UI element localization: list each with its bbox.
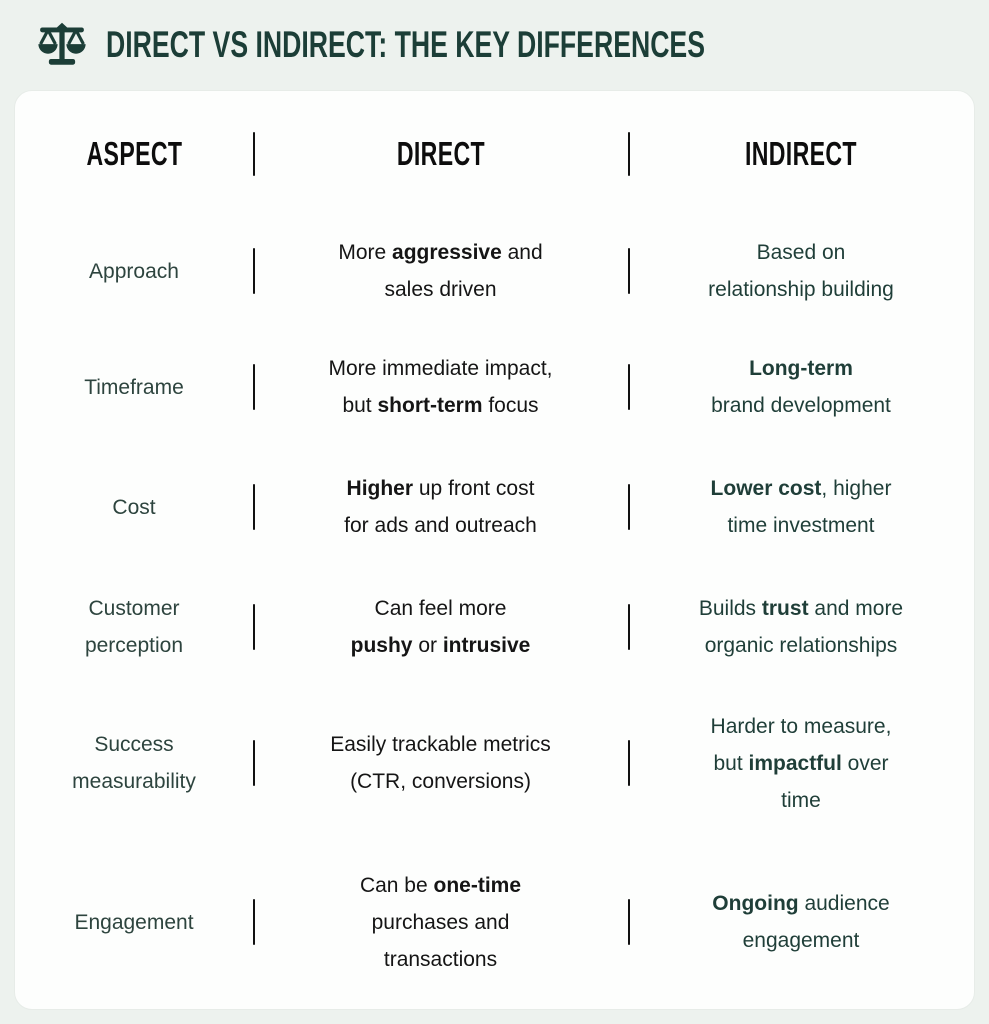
table-row-approach: Approach More aggressive and sales driven… bbox=[15, 215, 974, 327]
column-header-indirect: INDIRECT bbox=[745, 135, 857, 172]
column-divider bbox=[628, 484, 630, 530]
column-header-direct: DIRECT bbox=[396, 135, 485, 172]
direct-value: Can feel more pushy or intrusive bbox=[350, 597, 531, 657]
column-divider bbox=[253, 740, 255, 786]
direct-value: More immediate impact, but short-term foc… bbox=[328, 357, 553, 417]
indirect-value: Harder to measure, but impactful over time bbox=[710, 714, 892, 812]
aspect-label: Success measurability bbox=[72, 733, 196, 793]
aspect-label: Timeframe bbox=[84, 375, 184, 399]
table-row-customer-perception: Customer perception Can feel more pushy or… bbox=[15, 567, 974, 687]
column-divider bbox=[253, 604, 255, 650]
column-divider bbox=[628, 740, 630, 786]
comparison-card: ASPECT DIRECT INDIRECT Approach More agg… bbox=[14, 90, 975, 1010]
table-header-row: ASPECT DIRECT INDIRECT bbox=[15, 93, 974, 215]
indirect-value: Ongoing audience engagement bbox=[712, 892, 890, 952]
column-divider bbox=[628, 604, 630, 650]
aspect-label: Engagement bbox=[74, 910, 194, 934]
column-divider bbox=[628, 248, 630, 294]
indirect-value: Long-term brand development bbox=[711, 357, 891, 417]
table-row-timeframe: Timeframe More immediate impact, but shor… bbox=[15, 327, 974, 447]
column-divider bbox=[253, 248, 255, 294]
column-header-aspect: ASPECT bbox=[86, 135, 182, 172]
column-divider bbox=[628, 899, 630, 945]
aspect-label: Customer perception bbox=[84, 597, 184, 657]
table-row-engagement: Engagement Can be one-time purchases and t… bbox=[15, 839, 974, 1005]
aspect-label: Cost bbox=[112, 495, 156, 519]
page-header: Direct vs Indirect: The key differences bbox=[0, 0, 989, 76]
indirect-value: Builds trust and more organic relationshi… bbox=[698, 597, 904, 657]
direct-value: Easily trackable metrics (CTR, conversion… bbox=[330, 733, 551, 793]
aspect-label: Approach bbox=[89, 259, 179, 283]
column-divider bbox=[628, 364, 630, 410]
indirect-value: Based on relationship building bbox=[708, 241, 894, 301]
table-row-cost: Cost Higher up front cost for ads and out… bbox=[15, 447, 974, 567]
table-row-success-measurability: Success measurability Easily trackable me… bbox=[15, 687, 974, 839]
column-divider bbox=[253, 364, 255, 410]
direct-value: Higher up front cost for ads and outreach bbox=[344, 477, 537, 537]
indirect-value: Lower cost, higher time investment bbox=[710, 477, 892, 537]
column-divider bbox=[253, 132, 255, 176]
column-divider bbox=[253, 899, 255, 945]
direct-value: Can be one-time purchases and transactions bbox=[359, 873, 522, 971]
page-title: Direct vs Indirect: The key differences bbox=[106, 24, 705, 65]
direct-value: More aggressive and sales driven bbox=[338, 241, 543, 301]
column-divider bbox=[628, 132, 630, 176]
balance-scale-icon bbox=[38, 22, 86, 65]
column-divider bbox=[253, 484, 255, 530]
